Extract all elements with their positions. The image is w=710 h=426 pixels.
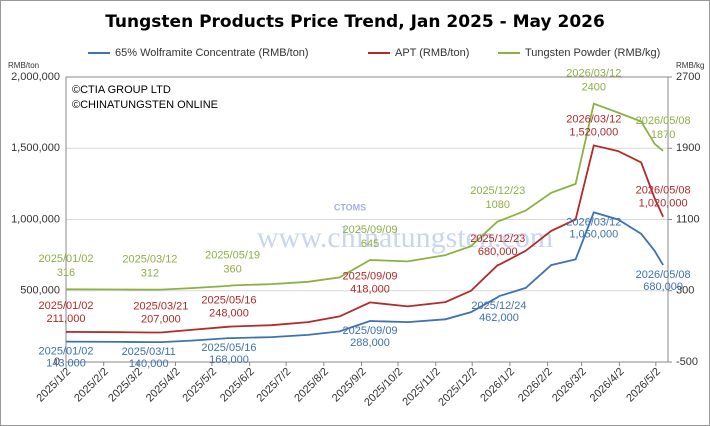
annotation-value: 462,000 [479,312,519,324]
annotation-date: 2025/03/21 [133,300,188,312]
annotation-value: 143,000 [46,358,86,370]
y2-tick-label: 2700 [676,71,700,83]
annotation-date: 2026/05/08 [636,115,691,127]
annotation-date: 2025/05/19 [205,249,260,261]
y2-axis-label: RMB/kg [676,61,704,70]
y-tick-label: 1,500,000 [11,142,60,154]
annotation-value: 312 [141,268,159,280]
annotation-date: 2025/01/02 [38,253,93,265]
y-tick-label: 2,000,000 [11,71,60,83]
annotation-date: 2026/03/12 [566,113,621,125]
annotation-value: 418,000 [350,283,390,295]
annotation-date: 2025/01/02 [38,300,93,312]
y-axis-label: RMB/ton [8,61,39,70]
series-line [65,102,664,291]
annotation-value: 1870 [651,129,675,141]
plot-border [65,76,669,363]
y-tick-label: 1,000,000 [11,213,60,225]
annotation-value: 1,520,000 [569,126,618,138]
annotation-date: 2026/05/08 [636,269,691,281]
annotation-date: 2025/09/09 [343,270,398,282]
annotation-value: 168,000 [209,354,249,366]
y2-tick-label: 1100 [676,213,700,225]
legend-label: 65% Wolframite Concentrate (RMB/ton) [115,47,309,59]
annotation-value: 211,000 [47,313,86,325]
annotation-date: 2025/12/23 [470,185,525,197]
annotation-date: 2025/03/11 [122,346,176,358]
series-line [65,144,664,334]
annotation-value: 1,050,000 [569,228,618,240]
copyright-note: ©CHINATUNGSTEN ONLINE [72,99,218,111]
annotation-date: 2025/12/23 [470,233,525,245]
annotation-date: 2026/05/08 [636,185,691,197]
y2-tick-label: 1900 [676,142,700,154]
annotation-value: 207,000 [141,313,181,325]
copyright-note: ©CTIA GROUP LTD [72,84,171,96]
annotation-date: 2025/09/09 [343,325,398,337]
annotation-value: 248,000 [209,308,249,320]
watermark-logo: CTOMS [334,202,366,212]
legend-label: APT (RMB/ton) [395,47,469,59]
annotation-value: 288,000 [350,337,390,349]
annotation-date: 2025/05/16 [201,342,256,354]
y2-tick-label: 300 [676,285,694,297]
y-tick-label: 500,000 [20,285,60,297]
y2-tick-label: -500 [676,356,698,368]
annotation-date: 2026/03/12 [566,68,621,80]
annotation-date: 2025/03/12 [122,254,177,266]
watermark: www.chinatungsten.com [257,221,553,254]
annotation-date: 2025/09/09 [343,224,398,236]
y-tick-label: 0 [54,356,60,368]
annotation-value: 1,020,000 [639,198,688,210]
annotation-value: 680,000 [478,246,518,258]
annotation-value: 1080 [485,199,509,211]
annotation-value: 645 [361,238,379,250]
annotation-value: 316 [57,267,75,279]
legend-label: Tungsten Powder (RMB/kg) [525,47,660,59]
annotation-date: 2026/03/12 [566,216,621,228]
annotation-value: 2400 [582,82,606,94]
annotation-value: 360 [223,263,241,275]
annotation-date: 2025/05/16 [201,295,256,307]
annotation-date: 2025/12/24 [471,300,526,312]
series-line [65,211,664,343]
chart-title: Tungsten Products Price Trend, Jan 2025 … [105,12,605,32]
annotation-date: 2025/01/02 [38,346,93,358]
annotation-value: 140,000 [129,358,169,370]
annotation-value: 680,000 [643,281,683,293]
